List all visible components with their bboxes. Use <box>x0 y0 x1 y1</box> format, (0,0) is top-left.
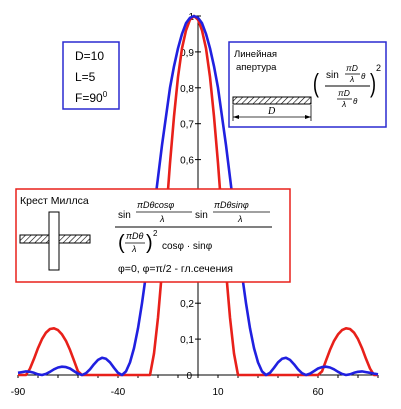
linear-dimension-label: D <box>267 106 276 117</box>
params-box-frame <box>62 41 120 110</box>
linear-formula: ( sin πD λ θ πD λ θ ) 2 <box>313 63 381 109</box>
linear-formula-num-top: πD <box>346 63 358 73</box>
linear-title-2: апертура <box>236 62 277 73</box>
linear-box-frame <box>228 41 387 128</box>
linear-title-1: Линейная <box>234 49 277 60</box>
mills-title: Крест Миллса <box>20 195 89 207</box>
x-tick-label: -90 <box>11 387 26 398</box>
linear-formula-den-bottom: λ <box>341 99 346 109</box>
linear-aperture-box: Линейная апертура D ( sin πD λ θ <box>228 41 387 128</box>
linear-formula-power: 2 <box>376 63 381 73</box>
y-tick-label: 0,1 <box>180 335 194 346</box>
mills-den-num: πDθ <box>126 231 144 241</box>
y-axis-ticks: 0,10,20,30,40,50,60,70,80,910 <box>180 12 201 382</box>
mills-term2-num: πDθsinφ <box>214 200 249 210</box>
mills-term2-den: λ <box>237 214 242 224</box>
x-tick-label: -40 <box>111 387 126 398</box>
params-box: D=10 L=5 F=900 <box>62 41 120 110</box>
mills-den-power: 2 <box>153 229 158 238</box>
linear-formula-theta: θ <box>361 72 366 81</box>
linear-formula-rparen: ) <box>370 69 376 98</box>
y-tick-label: 0,7 <box>180 120 194 131</box>
mills-den-den: λ <box>131 244 136 254</box>
param-f: F=900 <box>75 90 108 105</box>
param-l: L=5 <box>75 70 96 84</box>
param-f-base: F=90 <box>75 91 103 105</box>
series-layer <box>17 14 379 377</box>
series-line-blue <box>17 14 379 377</box>
linear-formula-lparen: ( <box>313 69 319 98</box>
mills-sin-2: sin <box>195 210 208 221</box>
mills-den-lparen: ( <box>118 232 125 254</box>
y-tick-label: 0,9 <box>180 48 194 59</box>
linear-formula-num-bottom: λ <box>349 74 354 84</box>
y-tick-label: 0,6 <box>180 156 194 167</box>
y-tick-label: 0 <box>186 371 192 382</box>
linear-aperture-icon <box>232 96 312 121</box>
linear-formula-den-theta: θ <box>353 97 358 106</box>
linear-formula-den-top: πD <box>338 88 350 98</box>
mills-cross-icon <box>19 211 91 271</box>
y-tick-label: 0,2 <box>180 299 194 310</box>
param-f-superscript: 0 <box>103 90 108 99</box>
mills-term1-den: λ <box>159 214 164 224</box>
mills-den-tail: cosφ · sinφ <box>162 241 213 252</box>
y-tick-label: 0,8 <box>180 84 194 95</box>
x-tick-label: 60 <box>312 387 324 398</box>
mills-cross-box: Крест Миллса sin πDθcosφ λ sin πDθsinφ λ… <box>15 188 291 283</box>
x-axis-ticks: -90 -40 10 60 <box>11 375 379 398</box>
mills-term1-num: πDθcosφ <box>137 200 174 210</box>
mills-footer: φ=0, φ=π/2 - гл.сечения <box>118 263 233 275</box>
param-d: D=10 <box>75 49 104 63</box>
mills-formula: sin πDθcosφ λ sin πDθsinφ λ ( πDθ λ ) 2 … <box>115 200 272 275</box>
x-tick-label: 10 <box>212 387 224 398</box>
mills-sin-1: sin <box>118 210 131 221</box>
linear-formula-sin: sin <box>326 70 339 81</box>
mills-den-rparen: ) <box>146 232 153 254</box>
